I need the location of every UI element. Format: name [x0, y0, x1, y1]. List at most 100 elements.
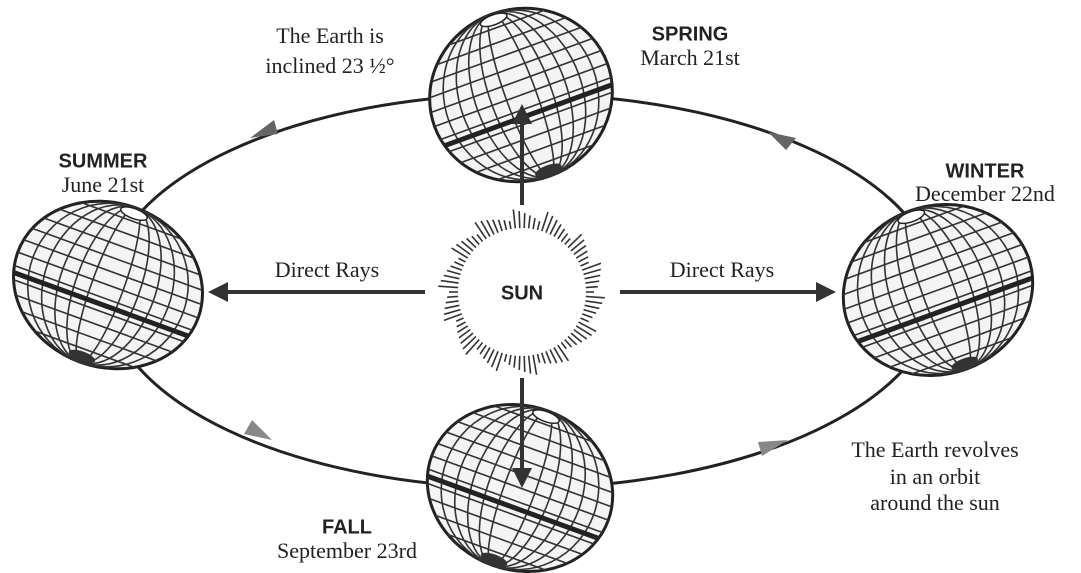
sun-ray — [573, 328, 588, 340]
sun-ray — [570, 332, 583, 343]
sun-ray — [564, 339, 573, 348]
tropic — [12, 270, 190, 339]
parallel — [911, 336, 1013, 375]
sun-ray — [512, 209, 517, 229]
sun-ray — [583, 268, 602, 276]
parallel — [430, 49, 602, 114]
note: The Earth revolves — [851, 437, 1018, 462]
sun-ray — [523, 213, 526, 229]
sun-ray — [443, 308, 461, 316]
sun-ray — [549, 349, 558, 364]
sun-ray — [476, 341, 484, 351]
sun-ray — [503, 353, 508, 363]
parallel — [14, 264, 193, 331]
parallel — [851, 212, 987, 263]
orbit-arrow — [250, 120, 278, 138]
sun-disk — [460, 230, 584, 354]
sun-ray — [580, 317, 590, 323]
parallel — [434, 62, 608, 128]
parallel — [494, 405, 593, 443]
sun-ray — [454, 261, 464, 267]
sun-ray — [541, 352, 546, 364]
sun-ray — [438, 285, 459, 289]
tropic — [426, 473, 600, 541]
sun-ray — [553, 347, 564, 363]
orbit-arrow — [768, 132, 796, 150]
sun-ray — [460, 332, 474, 345]
parallel — [475, 124, 606, 174]
sun-ray — [513, 355, 517, 368]
sun-ray — [450, 265, 463, 271]
season-name: WINTER — [946, 160, 1025, 182]
parallel — [23, 239, 202, 306]
parallel — [21, 311, 157, 362]
sun-ray — [460, 240, 474, 252]
sun-ray — [480, 220, 491, 237]
note: inclined 23 ½° — [265, 53, 394, 78]
parallel — [843, 231, 1014, 296]
parallel — [845, 221, 1003, 280]
sun-ray — [440, 279, 459, 284]
rays-label: Direct Rays — [670, 257, 774, 282]
parallel — [445, 431, 613, 494]
sun-ray — [564, 237, 571, 245]
sun-ray — [560, 233, 569, 243]
sun-ray — [518, 211, 521, 229]
pole — [119, 206, 149, 222]
sun-ray — [486, 219, 495, 235]
parallel — [862, 284, 1033, 349]
parallel — [15, 294, 173, 353]
sun-ray — [585, 300, 603, 305]
pole — [535, 163, 562, 177]
sun-ray — [508, 220, 512, 230]
parallel — [431, 26, 582, 83]
parallel — [427, 482, 595, 545]
sun-ray — [474, 221, 487, 240]
season-date: September 23rd — [277, 538, 417, 563]
parallel — [843, 243, 1023, 310]
sun-ray — [578, 321, 597, 333]
parallel — [81, 201, 182, 240]
pole — [897, 209, 926, 225]
sun-ray — [581, 262, 602, 271]
parallel — [436, 16, 567, 66]
sun-ray — [584, 304, 600, 310]
sun-ray — [557, 228, 566, 240]
sun-ray — [532, 354, 538, 375]
orbit-arrow — [244, 420, 272, 440]
orbit-arrows — [244, 120, 796, 456]
sun-ray — [585, 285, 598, 289]
sun-ray — [580, 261, 590, 267]
parallel — [429, 37, 593, 99]
parallel — [460, 107, 611, 164]
orbit-arrow — [758, 440, 788, 456]
rays-label: Direct Rays — [275, 257, 379, 282]
sun-ray — [466, 237, 477, 249]
pole — [531, 409, 561, 425]
parallel — [32, 227, 203, 292]
sun-ray — [570, 239, 585, 252]
sun-ray — [497, 219, 503, 232]
season-date: March 21st — [640, 45, 740, 70]
parallel — [448, 9, 545, 46]
parallel — [847, 256, 1029, 324]
parallel — [472, 411, 605, 462]
sun-ray — [451, 247, 469, 259]
sun-ray — [445, 300, 459, 304]
sun-ray — [536, 220, 541, 231]
parallel — [457, 420, 611, 479]
sun-ray — [578, 256, 589, 263]
pole — [951, 356, 978, 371]
sun-ray — [458, 257, 466, 263]
sun-ray — [527, 215, 531, 229]
season-name: FALL — [322, 516, 372, 538]
sun-ray — [444, 304, 460, 310]
sun-ray — [560, 341, 567, 350]
sun-ray — [456, 321, 466, 328]
sun-ray — [536, 353, 541, 364]
sun-ray — [462, 335, 477, 350]
parallel — [873, 300, 1031, 359]
parallel — [435, 514, 568, 565]
parallel — [889, 317, 1025, 368]
